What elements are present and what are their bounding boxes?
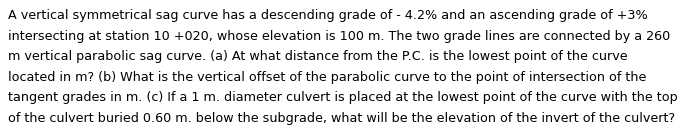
Text: intersecting at station 10 +020, whose elevation is 100 m. The two grade lines a: intersecting at station 10 +020, whose e… (8, 30, 670, 43)
Text: located in m? (b) What is the vertical offset of the parabolic curve to the poin: located in m? (b) What is the vertical o… (8, 71, 647, 84)
Text: of the culvert buried 0.60 m. below the subgrade, what will be the elevation of : of the culvert buried 0.60 m. below the … (8, 112, 675, 124)
Text: tangent grades in m. (c) If a 1 m. diameter culvert is placed at the lowest poin: tangent grades in m. (c) If a 1 m. diame… (8, 91, 678, 104)
Text: m vertical parabolic sag curve. (a) At what distance from the P.C. is the lowest: m vertical parabolic sag curve. (a) At w… (8, 50, 628, 63)
Text: A vertical symmetrical sag curve has a descending grade of - 4.2% and an ascendi: A vertical symmetrical sag curve has a d… (8, 9, 648, 22)
